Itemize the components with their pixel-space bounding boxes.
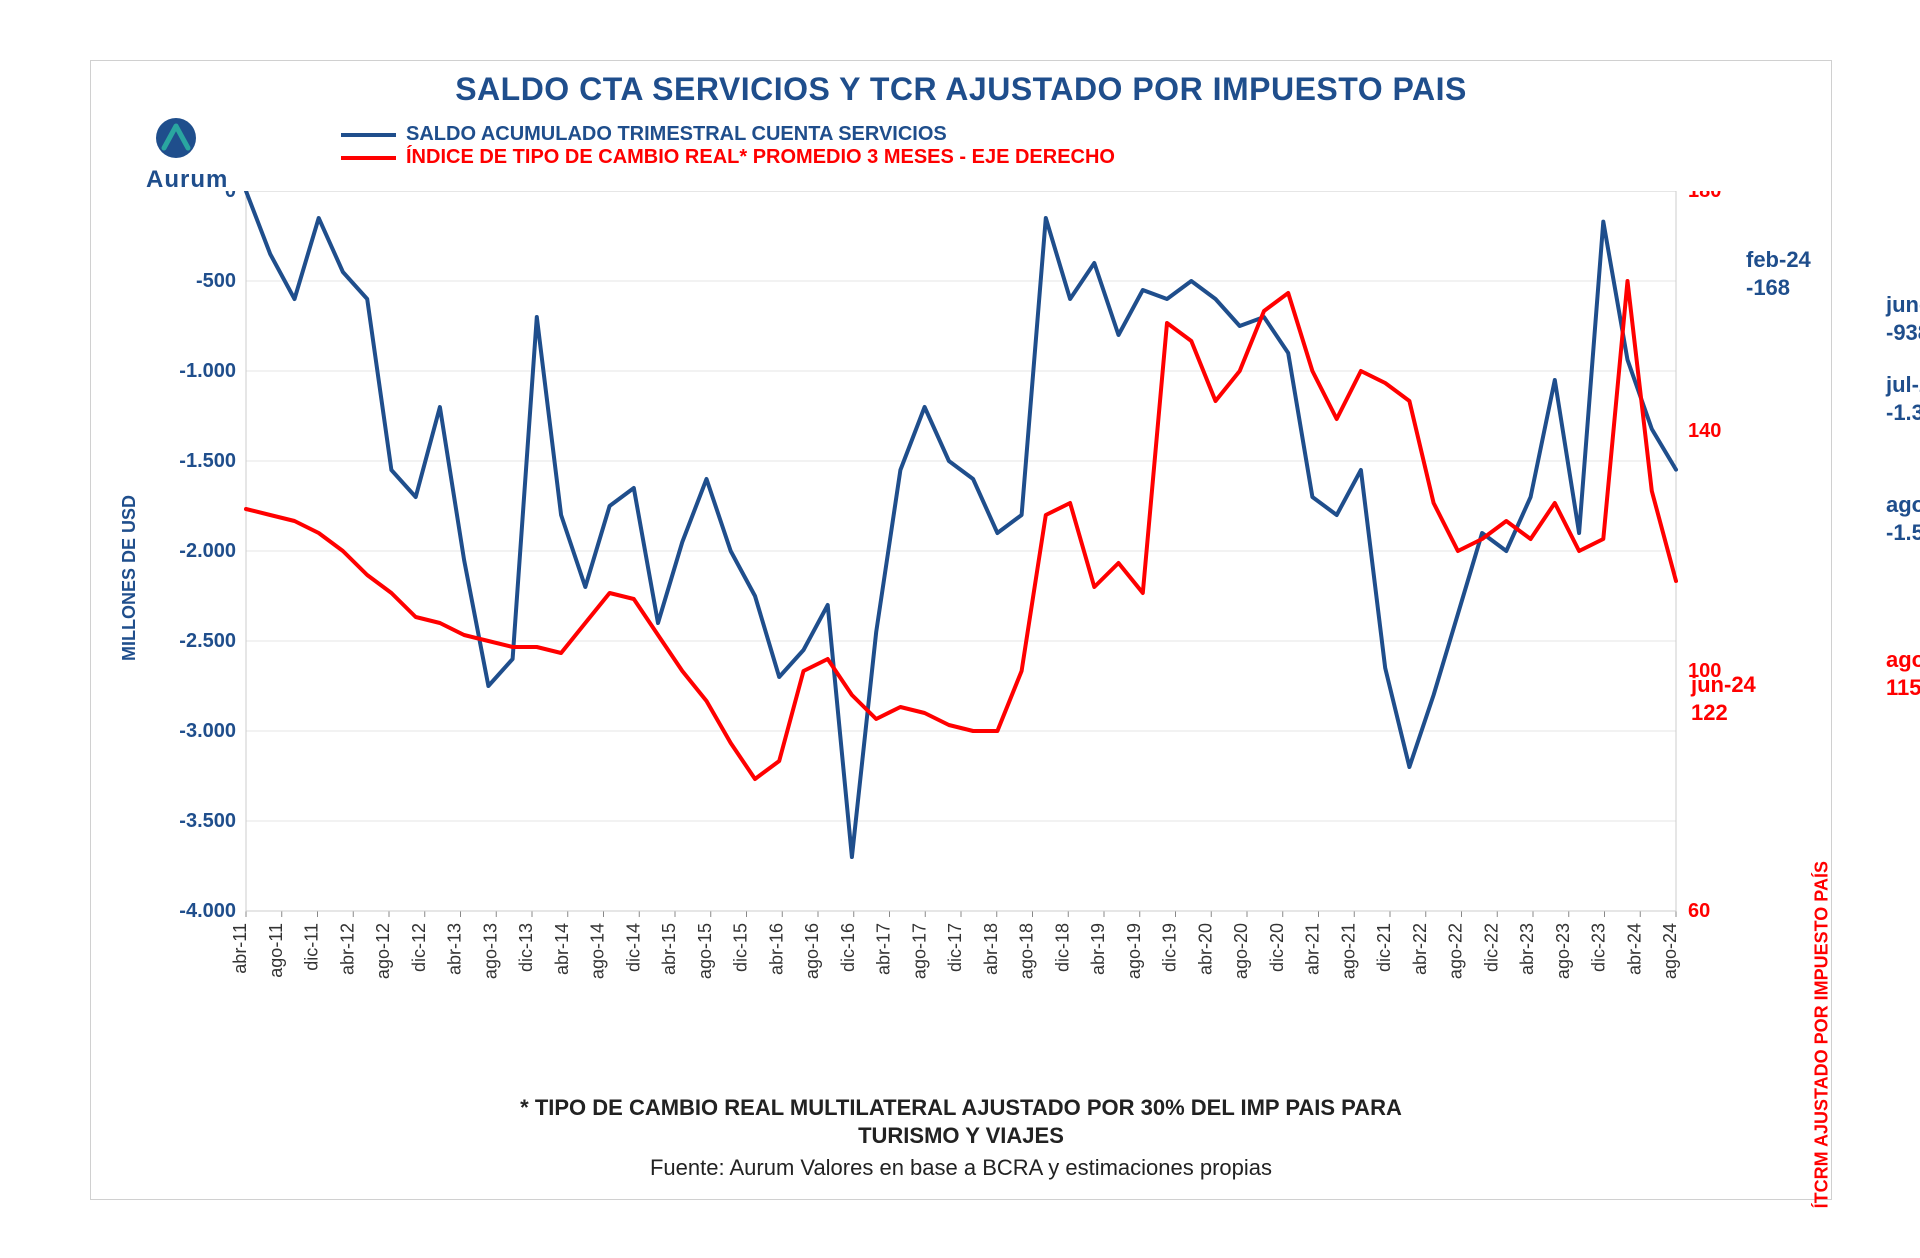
svg-text:abr-23: abr-23 — [1517, 923, 1537, 975]
annotation-feb24: feb-24-168 — [1746, 246, 1811, 301]
svg-text:abr-16: abr-16 — [766, 923, 786, 975]
footnote-line2: TURISMO Y VIAJES — [91, 1123, 1831, 1149]
svg-text:ago-18: ago-18 — [1017, 923, 1037, 979]
svg-text:abr-15: abr-15 — [659, 923, 679, 975]
brand-logo: Aurum — [146, 116, 228, 194]
svg-text:180: 180 — [1688, 191, 1721, 202]
svg-text:ago-22: ago-22 — [1446, 923, 1466, 979]
logo-text: Aurum — [146, 166, 228, 194]
svg-text:ago-16: ago-16 — [802, 923, 822, 979]
svg-text:dic-15: dic-15 — [731, 923, 751, 972]
svg-text:0: 0 — [225, 191, 236, 202]
svg-text:dic-11: dic-11 — [302, 923, 322, 971]
svg-text:-2.000: -2.000 — [179, 540, 236, 562]
svg-text:ago-11: ago-11 — [266, 923, 286, 978]
svg-text:-4.000: -4.000 — [179, 900, 236, 922]
svg-text:dic-18: dic-18 — [1052, 923, 1072, 972]
svg-text:ago-19: ago-19 — [1124, 923, 1144, 979]
svg-text:dic-20: dic-20 — [1267, 923, 1287, 972]
footnote-source: Fuente: Aurum Valores en base a BCRA y e… — [91, 1155, 1831, 1181]
svg-text:abr-22: abr-22 — [1410, 923, 1430, 975]
annotation-jul24: jul-24-1.322 — [1886, 371, 1920, 426]
svg-text:ago-20: ago-20 — [1231, 923, 1251, 979]
svg-text:dic-17: dic-17 — [945, 923, 965, 972]
legend: SALDO ACUMULADO TRIMESTRAL CUENTA SERVIC… — [341, 123, 1115, 169]
svg-text:60: 60 — [1688, 900, 1710, 922]
annotation-ago24b: ago-24-1.548 — [1886, 491, 1920, 546]
y-axis-left-title: MILLONES DE USD — [119, 495, 140, 661]
svg-text:ago-15: ago-15 — [695, 923, 715, 979]
svg-text:ago-12: ago-12 — [373, 923, 393, 979]
legend-label: SALDO ACUMULADO TRIMESTRAL CUENTA SERVIC… — [406, 123, 947, 146]
svg-text:abr-11: abr-11 — [230, 923, 250, 974]
svg-text:abr-12: abr-12 — [337, 923, 357, 975]
svg-text:dic-22: dic-22 — [1481, 923, 1501, 972]
svg-text:abr-19: abr-19 — [1088, 923, 1108, 975]
svg-text:dic-13: dic-13 — [516, 923, 536, 972]
annotation-jun24b: jun-24-938 — [1886, 291, 1920, 346]
legend-swatch — [341, 156, 396, 160]
svg-text:ago-13: ago-13 — [480, 923, 500, 979]
svg-text:abr-21: abr-21 — [1303, 923, 1323, 975]
svg-text:abr-20: abr-20 — [1195, 923, 1215, 975]
svg-text:-500: -500 — [196, 270, 236, 292]
annotation-ago24r: ago-24115 — [1886, 646, 1920, 701]
svg-text:ago-23: ago-23 — [1553, 923, 1573, 979]
svg-text:dic-16: dic-16 — [838, 923, 858, 972]
svg-text:ago-14: ago-14 — [588, 923, 608, 979]
svg-text:abr-14: abr-14 — [552, 923, 572, 975]
svg-text:dic-14: dic-14 — [623, 923, 643, 972]
svg-text:-1.000: -1.000 — [179, 360, 236, 382]
svg-text:140: 140 — [1688, 420, 1721, 442]
svg-text:dic-19: dic-19 — [1160, 923, 1180, 972]
svg-text:-2.500: -2.500 — [179, 630, 236, 652]
svg-text:ago-24: ago-24 — [1660, 923, 1680, 979]
footnote-line1: * TIPO DE CAMBIO REAL MULTILATERAL AJUST… — [91, 1095, 1831, 1121]
svg-text:dic-23: dic-23 — [1589, 923, 1609, 972]
chart-container: SALDO CTA SERVICIOS Y TCR AJUSTADO POR I… — [90, 60, 1832, 1200]
svg-text:dic-12: dic-12 — [409, 923, 429, 972]
svg-text:-1.500: -1.500 — [179, 450, 236, 472]
page: SALDO CTA SERVICIOS Y TCR AJUSTADO POR I… — [0, 0, 1920, 1258]
logo-glyph-icon — [146, 116, 206, 166]
svg-text:ago-17: ago-17 — [909, 923, 929, 979]
annotation-jun24r: jun-24122 — [1691, 671, 1756, 726]
svg-text:abr-24: abr-24 — [1624, 923, 1644, 975]
chart-title: SALDO CTA SERVICIOS Y TCR AJUSTADO POR I… — [91, 71, 1831, 108]
svg-text:ago-21: ago-21 — [1338, 923, 1358, 979]
svg-text:dic-21: dic-21 — [1374, 923, 1394, 972]
svg-text:abr-18: abr-18 — [981, 923, 1001, 975]
svg-text:abr-17: abr-17 — [874, 923, 894, 975]
legend-swatch — [341, 133, 396, 137]
legend-item-series2: ÍNDICE DE TIPO DE CAMBIO REAL* PROMEDIO … — [341, 146, 1115, 169]
legend-item-series1: SALDO ACUMULADO TRIMESTRAL CUENTA SERVIC… — [341, 123, 1115, 146]
svg-text:abr-13: abr-13 — [445, 923, 465, 975]
svg-text:-3.000: -3.000 — [179, 720, 236, 742]
annotations-layer: feb-24-168jun-24-938jul-24-1.322ago-24-1… — [246, 191, 1676, 911]
svg-text:-3.500: -3.500 — [179, 810, 236, 832]
legend-label: ÍNDICE DE TIPO DE CAMBIO REAL* PROMEDIO … — [406, 146, 1115, 169]
